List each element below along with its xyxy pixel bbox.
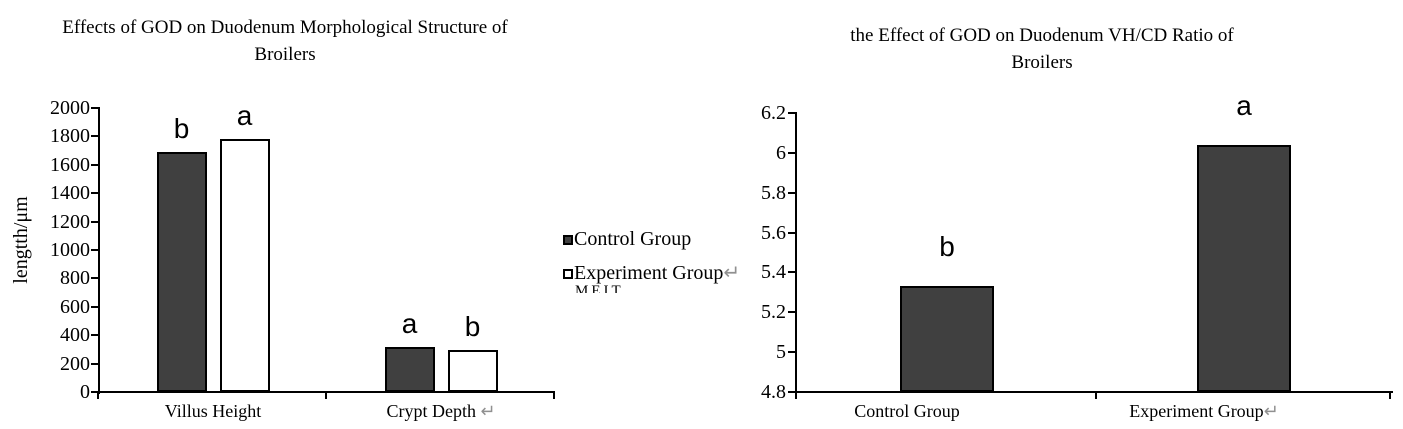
legend-entry-experiment-group: Experiment Group↵ bbox=[563, 262, 740, 284]
y-axis-tick bbox=[91, 249, 99, 251]
y-axis-tick-label: 5.2 bbox=[761, 301, 786, 324]
legend-swatch-control-group bbox=[563, 235, 573, 246]
y-axis-tick bbox=[91, 277, 99, 280]
significance-letter-villus-height-experiment-group: a bbox=[236, 100, 253, 132]
y-axis-tick-label: 6 bbox=[776, 141, 786, 164]
legend-label-experiment-group: Experiment Group bbox=[574, 262, 724, 284]
y-axis-tick bbox=[788, 231, 796, 234]
chart1-title-line1: Effects of GOD on Duodenum Morphological… bbox=[62, 17, 508, 38]
y-axis-tick bbox=[91, 334, 99, 337]
y-axis-tick-label: 4.8 bbox=[761, 381, 786, 403]
significance-letter-villus-height-control-group: b bbox=[173, 113, 190, 145]
y-axis-tick-label: 5.6 bbox=[761, 221, 786, 244]
x-axis-tick bbox=[1389, 392, 1391, 399]
chart1-title: Effects of GOD on Duodenum Morphological… bbox=[25, 14, 545, 68]
bar-series-experiment-group bbox=[1197, 144, 1291, 392]
x-axis-category-label-crypt-depth: Crypt Depth ↵ bbox=[321, 400, 561, 422]
y-axis-tick-label: 5.4 bbox=[761, 261, 786, 284]
y-axis-tick bbox=[788, 351, 796, 354]
y-axis-tick bbox=[91, 305, 99, 308]
y-axis-tick bbox=[788, 271, 796, 274]
y-axis-tick-label: 1200 bbox=[50, 210, 90, 233]
y-axis-tick bbox=[91, 362, 99, 365]
y-axis-tick-label: 5.8 bbox=[761, 181, 786, 204]
return-mark-icon: ↵ bbox=[1263, 401, 1279, 421]
significance-letter-crypt-depth-control-group: a bbox=[401, 308, 418, 340]
y-axis-tick-label: 6.2 bbox=[761, 102, 786, 124]
x-axis-tick bbox=[553, 392, 555, 399]
y-axis-line bbox=[795, 112, 797, 394]
legend-swatch-experiment-group bbox=[563, 269, 573, 280]
y-axis-tick bbox=[788, 112, 796, 114]
chart2-title-line1: the Effect of GOD on Duodenum VH/CD Rati… bbox=[850, 25, 1234, 46]
x-axis-category-label-experiment-group: Experiment Group↵ bbox=[1084, 400, 1324, 422]
chart2-title-line2: Broilers bbox=[1011, 52, 1073, 73]
category-label-text: Control Group bbox=[854, 401, 960, 421]
significance-letter-experiment-group-series: a bbox=[1236, 89, 1252, 121]
y-axis-tick-label: 600 bbox=[60, 295, 90, 318]
x-axis-tick bbox=[97, 392, 99, 399]
bar-control-group-villus-height bbox=[156, 152, 207, 392]
return-mark-icon: ↵ bbox=[723, 262, 741, 284]
y-axis-tick bbox=[91, 135, 99, 138]
bar-experiment-group-villus-height bbox=[219, 139, 270, 392]
y-axis-tick bbox=[788, 391, 796, 393]
y-axis-tick-label: 1000 bbox=[50, 239, 90, 261]
significance-letter-crypt-depth-experiment-group: b bbox=[464, 311, 481, 343]
y-axis-tick-label: 0 bbox=[80, 381, 90, 403]
bar-series-control-group bbox=[900, 286, 994, 392]
x-axis-category-label-villus-height: Villus Height bbox=[93, 400, 333, 422]
y-axis-tick bbox=[788, 151, 796, 154]
y-axis-tick-label: 5 bbox=[776, 341, 786, 364]
y-axis-tick bbox=[91, 192, 99, 195]
y-axis-tick bbox=[91, 220, 99, 223]
y-axis-tick bbox=[788, 191, 796, 194]
x-axis-tick bbox=[1095, 392, 1097, 399]
category-label-text: Crypt Depth bbox=[386, 401, 476, 421]
bar-control-group-crypt-depth bbox=[384, 347, 435, 392]
legend-entry-control-group: Control Group bbox=[563, 228, 691, 250]
x-axis-line bbox=[794, 391, 1393, 393]
x-axis-tick bbox=[795, 392, 797, 399]
y-axis-tick bbox=[91, 391, 99, 393]
chart2-title: the Effect of GOD on Duodenum VH/CD Rati… bbox=[782, 22, 1302, 76]
return-mark-icon: ↵ bbox=[475, 401, 496, 421]
category-label-text: Villus Height bbox=[164, 401, 262, 421]
x-axis-category-label-control-group: Control Group bbox=[787, 400, 1027, 422]
y-axis-tick-label: 1400 bbox=[50, 182, 90, 205]
y-axis-tick bbox=[788, 311, 796, 314]
y-axis-tick bbox=[91, 107, 99, 109]
bar-experiment-group-crypt-depth bbox=[447, 350, 498, 392]
significance-letter-control-group-series: b bbox=[939, 231, 955, 263]
chart1-title-line2: Broilers bbox=[254, 44, 316, 65]
y-axis-line bbox=[98, 107, 100, 394]
y-axis-tick-label: 400 bbox=[60, 324, 90, 347]
y-axis-tick-label: 1600 bbox=[50, 153, 90, 176]
y-axis-tick-label: 200 bbox=[60, 352, 90, 375]
y-axis-tick-label: 1800 bbox=[50, 125, 90, 148]
y-axis-tick-label: 2000 bbox=[50, 97, 90, 119]
category-label-text: Experiment Group bbox=[1129, 401, 1264, 421]
x-axis-tick bbox=[325, 392, 327, 399]
y-axis-tick-label: 800 bbox=[60, 267, 90, 290]
legend-label-control-group: Control Group bbox=[574, 228, 692, 250]
y-axis-tick bbox=[91, 163, 99, 166]
legend-clipped-text: MEIT bbox=[575, 284, 624, 293]
